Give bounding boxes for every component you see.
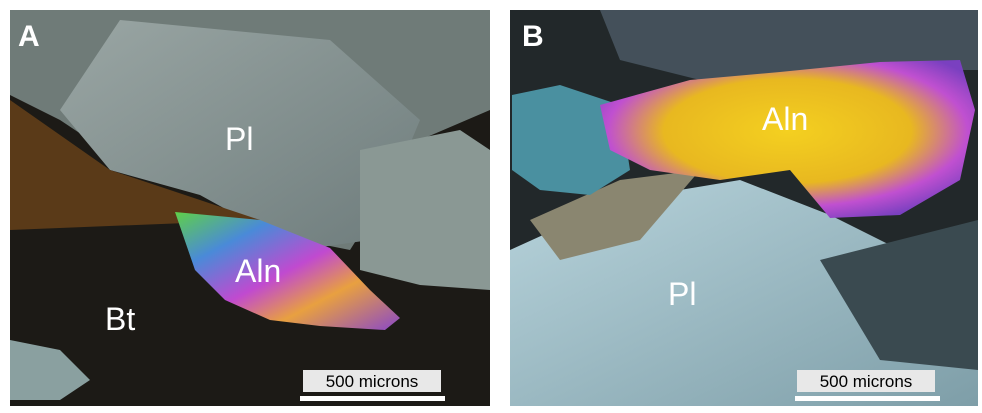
scale-bar-label-background bbox=[303, 370, 441, 392]
grain bbox=[512, 85, 630, 195]
grain bbox=[10, 100, 260, 230]
grain bbox=[820, 220, 978, 370]
grain bbox=[10, 340, 90, 400]
allanite-grain bbox=[600, 60, 975, 218]
scale-bar bbox=[300, 396, 445, 401]
scale-bar bbox=[795, 396, 940, 401]
panel-b: B Aln Pl 500 microns bbox=[510, 10, 978, 406]
grain bbox=[530, 170, 700, 260]
mineral-label: Aln bbox=[762, 101, 808, 137]
grain bbox=[360, 130, 490, 290]
mineral-label: Pl bbox=[225, 121, 253, 157]
scale-bar-label-background bbox=[797, 370, 935, 392]
panel-a: A Pl Aln Bt 500 microns bbox=[10, 10, 490, 406]
mineral-label: Bt bbox=[105, 301, 135, 337]
grain bbox=[60, 20, 420, 250]
scale-bar-label: 500 microns bbox=[326, 372, 419, 391]
panel-label: B bbox=[522, 20, 544, 53]
scale-bar-label: 500 microns bbox=[820, 372, 913, 391]
mineral-label: Aln bbox=[235, 253, 281, 289]
allanite-grain bbox=[175, 212, 400, 330]
panel-label: A bbox=[18, 20, 40, 53]
mineral-label: Pl bbox=[668, 276, 696, 312]
